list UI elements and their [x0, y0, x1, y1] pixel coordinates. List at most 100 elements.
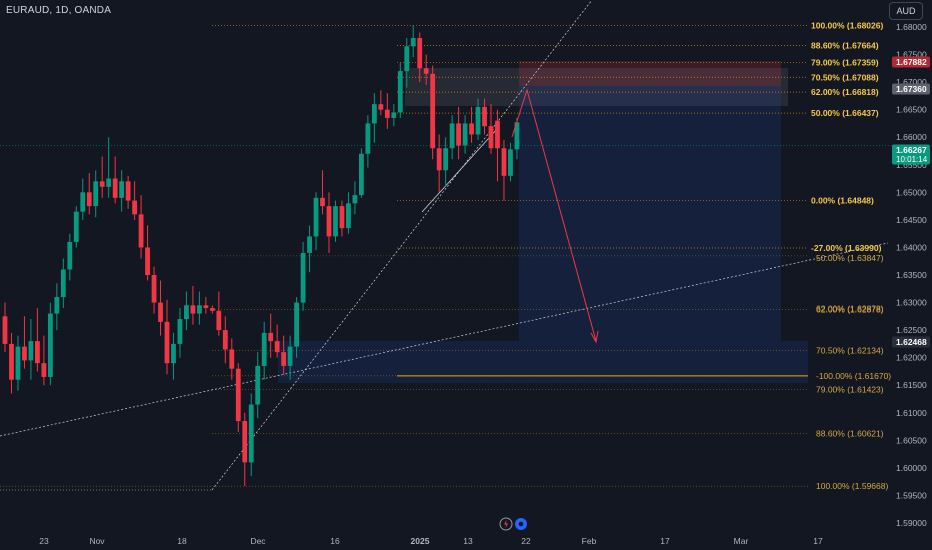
price-tag: [892, 56, 930, 68]
candle-body: [151, 275, 157, 303]
fib-label: 50.00% (1.63847): [816, 253, 884, 263]
candle-body: [22, 346, 27, 361]
candle-body: [80, 192, 86, 212]
candle-body: [73, 211, 79, 242]
y-tick-label: 1.59000: [896, 518, 927, 528]
fib-label: -100.00% (1.61670): [816, 371, 891, 381]
candle-body: [35, 341, 40, 364]
candle-body: [300, 252, 306, 303]
candle-body: [112, 178, 118, 198]
price-tag-countdown: 10:01:14: [896, 155, 928, 164]
x-tick-label: 23: [39, 536, 49, 546]
candle-body: [378, 104, 384, 110]
fib-label: 100.00% (1.68026): [811, 21, 883, 31]
candle-body: [501, 148, 507, 176]
candle-body: [177, 319, 183, 344]
candle-body: [93, 181, 99, 207]
candle-body: [359, 153, 364, 196]
candle-body: [235, 368, 241, 422]
supply-zone: [405, 68, 788, 106]
stop-zone: [519, 61, 781, 86]
candle-body: [28, 341, 34, 361]
y-tick-label: 1.64500: [896, 215, 927, 225]
candle-body: [462, 123, 468, 146]
candle-body: [514, 122, 520, 150]
candle-body: [248, 404, 254, 463]
fib-label: 79.00% (1.61423): [816, 384, 884, 394]
price-tag-label: 1.67882: [896, 57, 927, 67]
candle-body: [222, 330, 228, 350]
candle-body: [352, 195, 358, 204]
trend-lines: [0, 0, 889, 491]
fib-label: -27.00% (1.63990): [811, 243, 882, 253]
price-tag: [892, 144, 930, 165]
y-tick-label: 1.59500: [896, 490, 927, 500]
x-tick-label: 13: [463, 536, 473, 546]
candle-body: [255, 365, 261, 405]
candle-body: [294, 302, 299, 347]
candle-body: [2, 316, 8, 344]
candle-body: [371, 104, 377, 124]
candle-body: [41, 363, 47, 377]
fib-label: 62.00% (1.62878): [816, 304, 884, 314]
candle-body: [384, 109, 390, 118]
flash-icon: [499, 517, 513, 531]
candle-body: [397, 71, 403, 113]
x-tick-label: 17: [660, 536, 670, 546]
candle-body: [475, 106, 481, 135]
trend-line-short: [421, 127, 499, 213]
y-tick-label: 1.63500: [896, 270, 927, 280]
candle-body: [404, 46, 410, 72]
candle-body: [449, 123, 455, 149]
candle-body: [164, 321, 170, 364]
candle-body: [119, 181, 125, 198]
y-tick-label: 1.68000: [896, 22, 927, 32]
candle-body: [184, 305, 189, 320]
candle-body: [482, 106, 487, 127]
currency-button[interactable]: AUD: [889, 2, 923, 20]
price-tag: [892, 336, 930, 348]
price-tag-label: 1.67360: [896, 84, 927, 94]
y-tick-label: 1.67500: [896, 50, 927, 60]
candle-body: [469, 123, 474, 135]
y-tick-label: 1.62500: [896, 325, 927, 335]
trend-line-steep: [211, 0, 593, 491]
y-tick-label: 1.64000: [896, 242, 927, 252]
x-tick-label: Feb: [582, 536, 597, 546]
candle-body: [47, 313, 53, 377]
candle-body: [430, 73, 436, 149]
fib-label: 70.50% (1.67088): [811, 72, 879, 82]
candle-body: [326, 206, 332, 237]
candle-body: [423, 68, 429, 74]
projection-path: [511, 88, 597, 342]
projection-arrow: [511, 88, 599, 344]
y-tick-label: 1.60000: [896, 463, 927, 473]
x-tick-label: 17: [813, 536, 823, 546]
candle-body: [106, 178, 112, 187]
fib-label: 62.00% (1.66818): [811, 87, 879, 97]
candle-body: [436, 148, 442, 171]
fib-levels: [0, 25, 892, 487]
candle-body: [60, 269, 66, 298]
candle-body: [488, 126, 494, 149]
candle-body: [274, 341, 280, 353]
fib-label: 79.00% (1.67359): [811, 57, 879, 67]
chart-zones: [278, 61, 808, 383]
candle-body: [145, 247, 150, 275]
candle-body: [313, 197, 319, 237]
fib-label: 88.60% (1.67664): [811, 41, 879, 51]
symbol-title: EURAUD, 1D, OANDA: [6, 5, 112, 16]
candle-body: [268, 332, 274, 342]
candle-body: [339, 206, 345, 229]
candle-body: [320, 197, 325, 207]
price-tag-label: 1.62468: [896, 337, 927, 347]
fib-label: 0.00% (1.64848): [811, 196, 874, 206]
candle-body: [391, 112, 397, 118]
price-tag: [892, 83, 930, 95]
event-icons[interactable]: [499, 517, 529, 536]
candle-body: [307, 236, 312, 253]
candle-body: [86, 192, 92, 207]
y-tick-label: 1.61500: [896, 380, 927, 390]
candle-body: [346, 203, 351, 229]
